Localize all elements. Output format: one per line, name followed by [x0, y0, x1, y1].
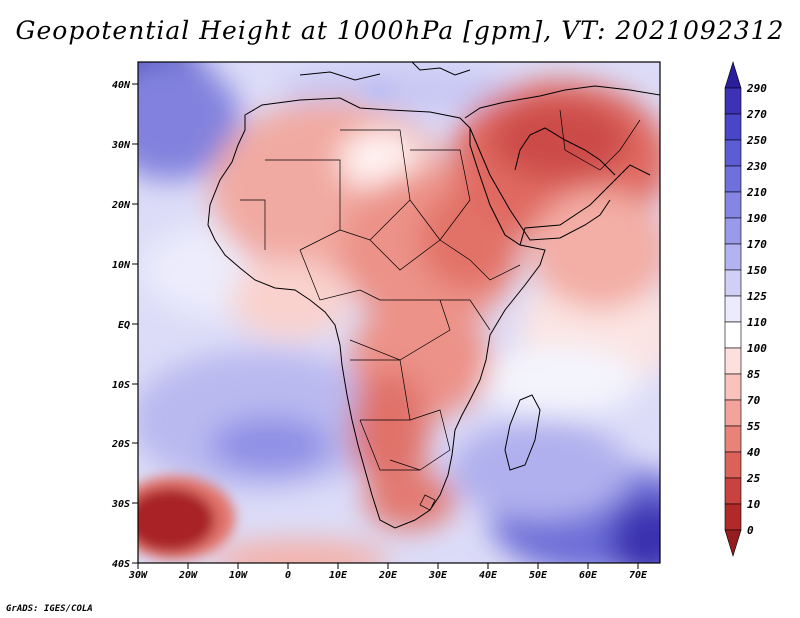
- country-borders: [240, 109, 641, 511]
- colorbar-swatch: [724, 191, 742, 219]
- colorbar-swatch: [724, 243, 742, 271]
- colorbar-swatch: [724, 60, 742, 89]
- lon-label: 20E: [378, 570, 398, 581]
- colorbar-label: 100: [747, 342, 767, 355]
- lat-label: 30N: [111, 140, 131, 151]
- lon-label: 40E: [479, 570, 498, 581]
- colorbar-label: 85: [747, 368, 761, 381]
- lon-label: 0: [285, 570, 291, 581]
- colorbar-label: 70: [747, 394, 761, 407]
- colorbar-swatch: [724, 321, 742, 349]
- coastlines: [207, 62, 660, 529]
- lat-label: EQ: [118, 320, 130, 331]
- grads-credit: GrADS: IGES/COLA: [6, 604, 93, 614]
- colorbar-label: 25: [746, 472, 761, 485]
- colorbar-label: 125: [747, 290, 767, 303]
- colorbar-swatch: [724, 113, 742, 141]
- colorbar-swatch: [724, 529, 742, 558]
- lon-label: 20W: [178, 570, 198, 581]
- colorbar-label: 110: [747, 316, 767, 329]
- colorbar-label: 190: [747, 212, 767, 225]
- map-title: Geopotential Height at 1000hPa [gpm], VT…: [15, 16, 785, 45]
- lat-label: 40S: [112, 559, 130, 570]
- lat-axis: 40N 30N 20N 10N EQ 10S 20S 30S 40S: [111, 80, 138, 570]
- lat-label: 10S: [112, 380, 130, 391]
- colorbar-label: 10: [747, 498, 761, 511]
- colorbar-label: 170: [747, 238, 767, 251]
- lon-label: 10E: [329, 570, 348, 581]
- colorbar-label: 270: [746, 108, 767, 121]
- lon-label: 30W: [128, 570, 148, 581]
- lon-axis: 30W 20W 10W 0 10E 20E 30E 40E 50E 60E 70…: [128, 563, 648, 581]
- colorbar-swatch: [724, 373, 742, 401]
- colorbar-label: 250: [746, 134, 767, 147]
- colorbar-swatch: [724, 425, 742, 453]
- plot-frame: [137, 61, 661, 564]
- lat-label: 10N: [112, 260, 131, 271]
- lat-label: 30S: [111, 499, 130, 510]
- colorbar-swatch: [724, 295, 742, 323]
- colorbar-swatch: [724, 87, 742, 115]
- colorbar-swatch: [724, 165, 742, 193]
- lon-label: 50E: [529, 570, 548, 581]
- colorbar-swatch: [724, 269, 742, 297]
- lon-label: 30E: [428, 570, 448, 581]
- colorbar-swatch: [724, 347, 742, 375]
- colorbar-swatch: [724, 477, 742, 505]
- lat-label: 40N: [112, 80, 131, 91]
- colorbar-swatch: [724, 503, 742, 531]
- colorbar-label: 55: [747, 420, 761, 433]
- lat-label: 20N: [111, 200, 131, 211]
- colorbar-label: 290: [746, 82, 767, 95]
- lon-label: 10W: [229, 570, 248, 581]
- colorbar: 2902702502302101901701501251101008570554…: [724, 60, 767, 558]
- lon-label: 70E: [629, 570, 648, 581]
- colorbar-label: 210: [746, 186, 767, 199]
- colorbar-label: 0: [747, 524, 754, 537]
- colorbar-swatch: [724, 399, 742, 427]
- lon-label: 60E: [579, 570, 598, 581]
- colorbar-swatch: [724, 217, 742, 245]
- height-field: [138, 62, 660, 563]
- colorbar-label: 40: [747, 446, 761, 459]
- colorbar-swatch: [724, 451, 742, 479]
- colorbar-swatch: [724, 139, 742, 167]
- lat-label: 20S: [111, 439, 130, 450]
- colorbar-label: 150: [747, 264, 767, 277]
- colorbar-label: 230: [746, 160, 767, 173]
